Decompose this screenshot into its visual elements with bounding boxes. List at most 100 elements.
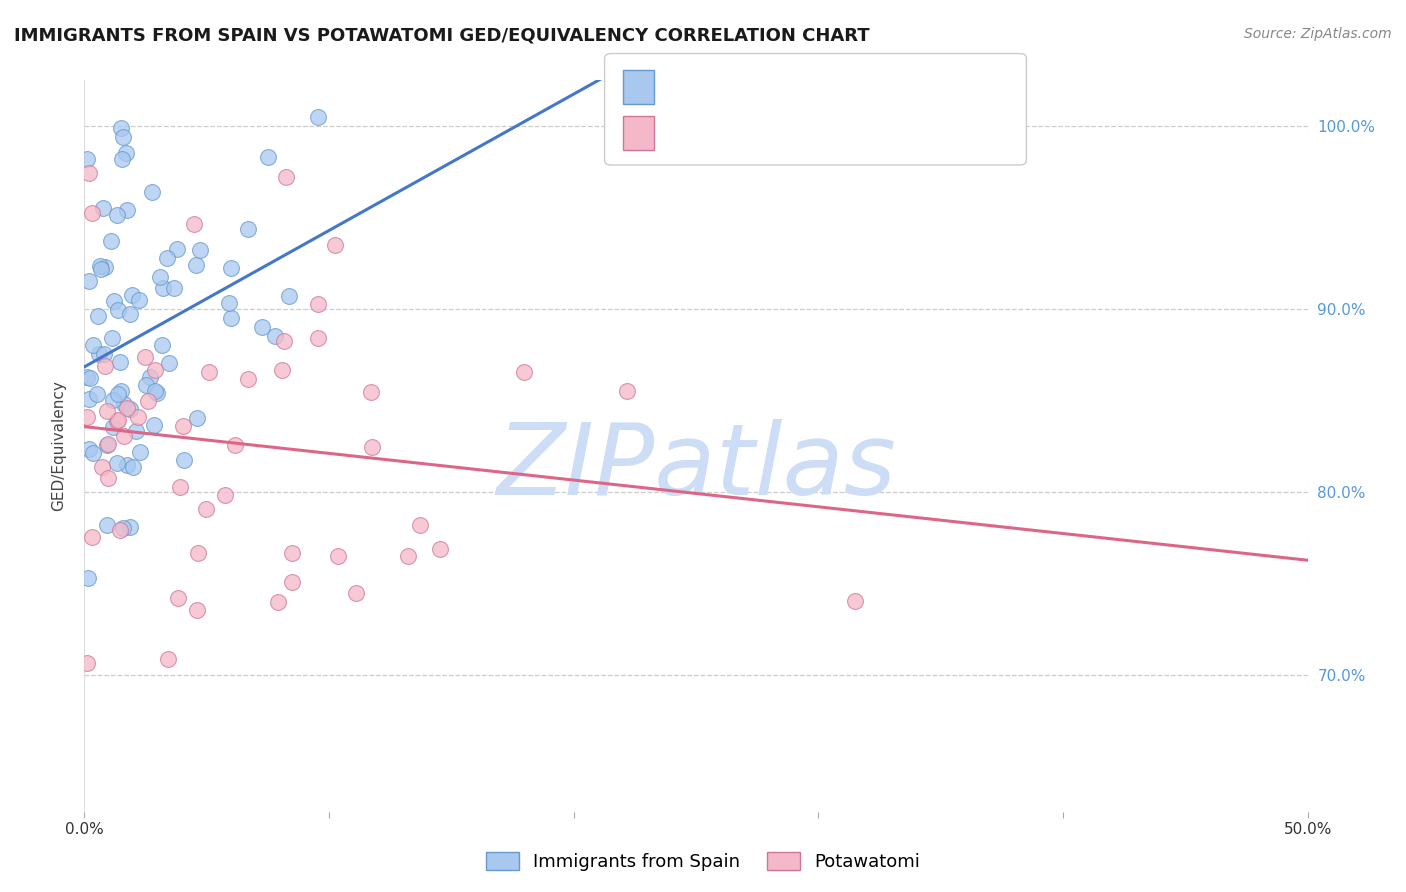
Point [274,170,297,185]
Point [90,459,112,474]
Point [844,594,866,608]
Point [221,261,243,276]
Point [118,520,141,534]
Point [141,186,163,200]
Point [236,371,259,385]
Text: 72: 72 [804,75,832,95]
Point [188,243,211,257]
Point [79,166,101,180]
Point [77,274,100,288]
Point [142,417,165,432]
Point [197,365,219,379]
Text: N =: N = [770,75,820,95]
Point [97,471,120,485]
Point [87,309,110,323]
Point [96,404,118,418]
Point [76,571,98,585]
Point [76,152,98,166]
Point [513,365,536,379]
Point [93,201,115,215]
Point [112,397,135,411]
Point [263,329,285,343]
Point [114,146,136,161]
Point [121,288,143,302]
Point [271,363,294,377]
Point [77,392,100,406]
Point [96,517,118,532]
Point [323,237,346,252]
Text: -0.231: -0.231 [700,122,772,142]
Point [93,359,115,374]
Point [307,297,329,311]
Point [77,442,100,456]
Point [157,652,180,666]
Point [396,549,419,563]
Point [110,120,132,135]
Point [409,518,432,533]
Point [152,281,174,295]
Point [76,369,98,384]
Point [173,453,195,467]
Point [146,386,169,401]
Point [90,261,112,276]
Point [224,438,246,452]
Point [101,420,124,434]
Point [183,217,205,231]
Text: R =: R = [664,75,711,95]
Point [110,384,132,398]
Point [111,521,134,535]
Point [273,334,295,349]
Point [115,203,138,218]
Point [105,208,128,222]
Text: R =: R = [664,122,711,142]
Point [112,130,135,145]
Point [108,355,131,369]
Point [307,110,329,124]
Point [218,296,240,310]
Point [135,378,157,392]
Point [87,347,110,361]
Point [184,258,207,272]
Point [187,546,209,560]
Point [429,542,451,557]
Y-axis label: GED/Equivalency: GED/Equivalency [51,381,66,511]
Point [82,206,104,220]
Point [166,242,188,256]
Point [105,456,128,470]
Point [128,293,150,307]
Text: N =: N = [770,122,820,142]
Text: ZIPatlas: ZIPatlas [496,419,896,516]
Point [616,384,638,398]
Point [256,150,278,164]
Point [105,414,128,428]
Point [307,330,329,344]
Point [219,310,242,325]
Point [172,419,194,434]
Point [115,458,138,473]
Point [118,307,141,321]
Point [139,370,162,384]
Point [186,411,208,425]
Point [107,413,129,427]
Point [86,386,108,401]
Point [111,153,134,167]
Point [82,530,104,544]
Point [103,293,125,308]
Point [360,384,382,399]
Point [89,259,111,273]
Point [163,281,186,295]
Point [107,303,129,318]
Point [281,575,304,590]
Point [82,338,104,352]
Point [127,410,149,425]
Point [76,657,98,671]
Point [143,384,166,399]
Text: IMMIGRANTS FROM SPAIN VS POTAWATOMI GED/EQUIVALENCY CORRELATION CHART: IMMIGRANTS FROM SPAIN VS POTAWATOMI GED/… [14,27,870,45]
Point [136,393,159,408]
Point [112,428,135,442]
Text: 50: 50 [804,122,832,142]
Point [280,546,302,560]
Point [236,222,259,236]
Point [101,331,124,345]
Point [143,363,166,377]
